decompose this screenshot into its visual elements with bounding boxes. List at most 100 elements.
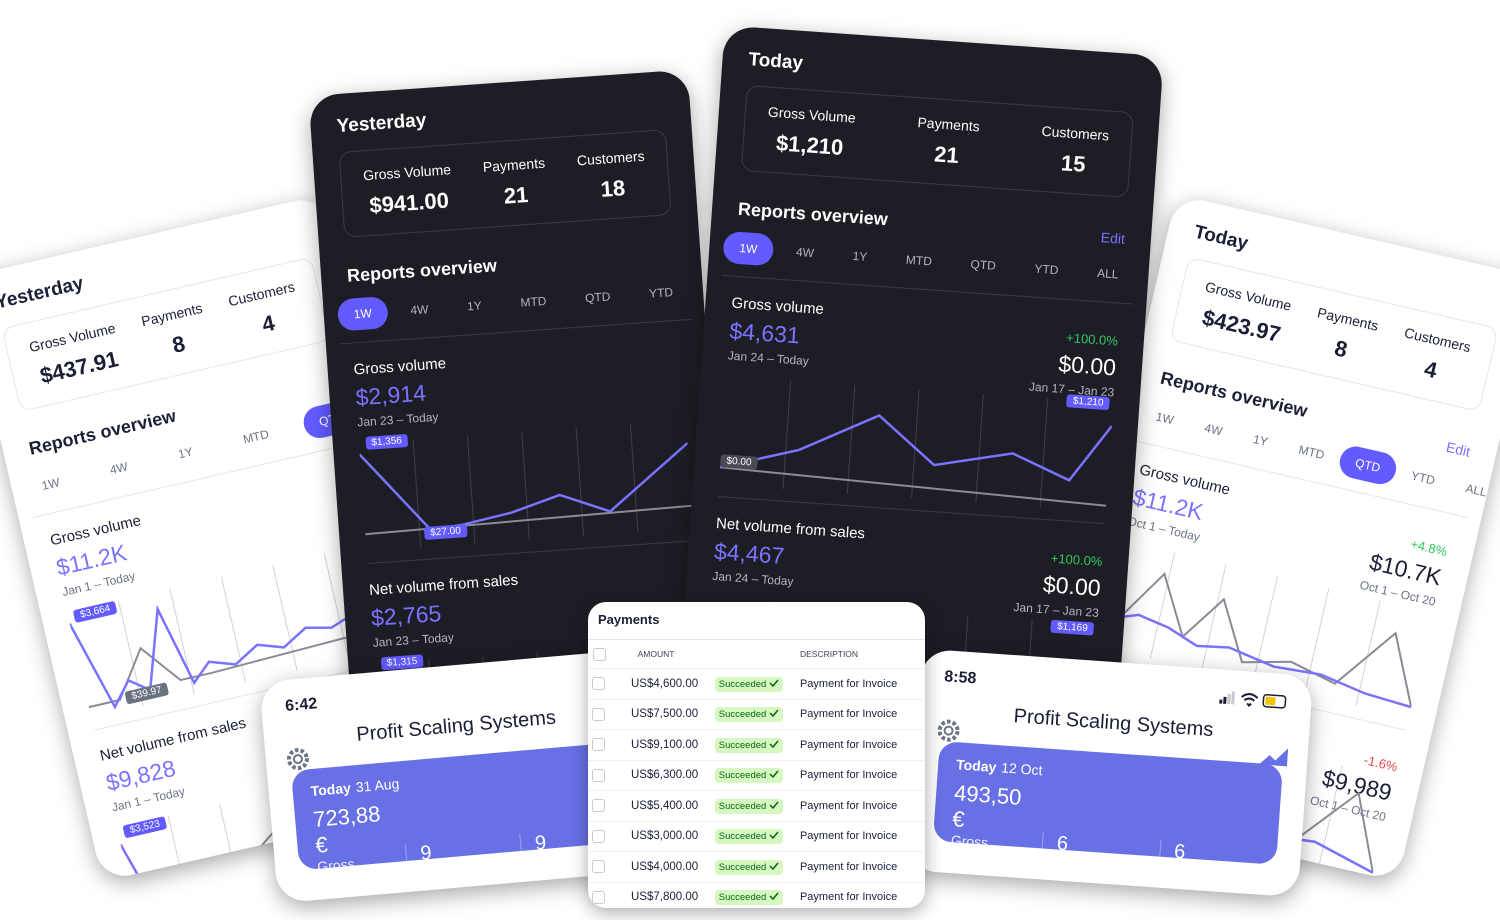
period-tab[interactable]: YTD [1034,261,1059,278]
period-tab[interactable]: 1Y [1251,432,1270,450]
period-tab[interactable]: 1W [722,230,775,267]
amount: US$3,000.00 [610,821,703,852]
period-tab[interactable]: MTD [241,426,271,447]
gear-hole [943,725,954,736]
status-badge: Succeeded [714,676,784,692]
period-tab[interactable]: 4W [409,302,429,318]
period-tab[interactable]: 1Y [466,298,483,314]
amount: US$6,300.00 [610,760,703,791]
date-label: Today [955,756,997,776]
sparkline-chart: $1,356 $27.00 [358,414,694,557]
payment-row: US$7,800.00 Succeeded Payment for Invoice [588,882,925,908]
row-checkbox[interactable] [592,799,605,813]
stat: Gross Volume $437.91 [28,320,125,390]
period-tab[interactable]: YTD [1409,468,1437,488]
period-tab[interactable]: 1Y [852,248,868,264]
gear-icon [286,748,309,771]
period-tab[interactable]: QTD [970,257,997,273]
period-tab[interactable]: 4W [795,244,815,261]
comparison: +100.0% $0.00 Jan 17 – Jan 23 [1029,328,1119,399]
period-tab[interactable]: ALL [1096,266,1119,282]
description: Payment for Invoice [795,882,925,908]
row-checkbox[interactable] [592,890,605,904]
check-icon [769,740,779,748]
select-all [588,640,610,669]
stat-label: Customers [226,278,297,310]
checkbox-cell [588,882,610,908]
period-tab[interactable]: ALL [1464,481,1489,500]
row-checkbox[interactable] [592,768,605,782]
stat-value: 15 [1060,150,1087,177]
period-tab[interactable]: 1W [336,296,389,332]
sparkline-chart: $3,664 $39.97 [66,535,403,723]
trend-icon [1258,748,1289,767]
stat-label: Customers [1041,122,1110,144]
stat: Payments 8 [140,300,212,365]
status-cell: Succeeded [702,821,796,852]
stat: Customers 4 [227,278,305,344]
summary-stat: 6 Payments [1040,831,1143,878]
date-value: 31 Aug [355,775,400,796]
amount: US$7,500.00 [610,699,703,730]
status-text: Succeeded [718,739,767,751]
check-icon [769,862,779,870]
comparison: +100.0% $0.00 Jan 17 – Jan 23 [1013,548,1103,619]
gear-ring [286,748,309,771]
period-tab[interactable]: 4W [1203,420,1224,439]
overview-title: Reports overview [346,255,498,286]
period-tab[interactable]: 1W [1154,409,1176,428]
checkbox-cell [588,790,610,822]
stat-label: Payments [139,299,204,330]
row-checkbox[interactable] [592,677,605,691]
status-cell: Succeeded [702,668,796,700]
row-checkbox[interactable] [592,860,605,874]
grid-line [1040,399,1048,507]
description: Payment for Invoice [795,668,925,700]
period-tab[interactable]: 1Y [176,444,195,462]
header-row: AMOUNT DESCRIPTION [588,640,925,669]
amount: US$4,000.00 [610,851,703,883]
report-section: Gross volume $11.2K Jan 1 – Today $3,664 $39… [44,443,405,731]
amount: US$9,100.00 [610,729,703,761]
period-tab[interactable]: 4W [108,459,130,478]
period-tab[interactable]: MTD [1297,442,1326,463]
status-badge: Succeeded [714,859,784,875]
edit-link[interactable]: Edit [1100,229,1126,247]
gear-icon [937,719,960,742]
status-cell: Succeeded [702,699,796,730]
grid-line [1304,588,1328,694]
payments-table: AMOUNT DESCRIPTION US$4,600.00 Succeeded Pay… [588,640,925,908]
checkbox-cell [588,821,610,852]
status-text: Succeeded [718,770,767,782]
period-tab[interactable]: 1W [40,475,62,493]
row-checkbox[interactable] [592,738,605,752]
checkbox-cell [588,729,610,761]
stat-value: 21 [502,181,530,209]
status-badge: Succeeded [714,768,784,784]
period-tab[interactable]: MTD [905,252,933,269]
grid-line [168,816,192,882]
check [769,862,779,870]
period-tab[interactable]: QTD [1336,443,1400,488]
checkbox-cell [588,851,610,883]
previous-line [1101,563,1428,707]
stat: Customers 15 [1039,123,1110,180]
amount-header: AMOUNT [610,640,703,669]
period-tab[interactable]: QTD [584,289,611,306]
period-tab[interactable]: YTD [648,285,674,301]
row-checkbox[interactable] [592,829,605,843]
previous-line [719,467,1107,505]
stat-value: $941.00 [368,187,450,219]
description-header: DESCRIPTION [795,640,925,669]
widget-screen: 6:42 Profit Scaling Systems Today 31 Aug 723… [259,648,662,904]
period-tab[interactable]: MTD [519,293,547,310]
status-badge: Succeeded [714,737,784,753]
grid-line [912,390,920,498]
payments-table-screen: Payments AMOUNT DESCRIPTION US$4,600.00 Succ… [588,602,925,908]
status-text: Succeeded [718,861,767,873]
edit-link[interactable]: Edit [1444,438,1472,460]
check [769,770,779,779]
grid-line [783,381,791,489]
row-checkbox[interactable] [592,707,605,721]
grid-line [1356,600,1380,706]
